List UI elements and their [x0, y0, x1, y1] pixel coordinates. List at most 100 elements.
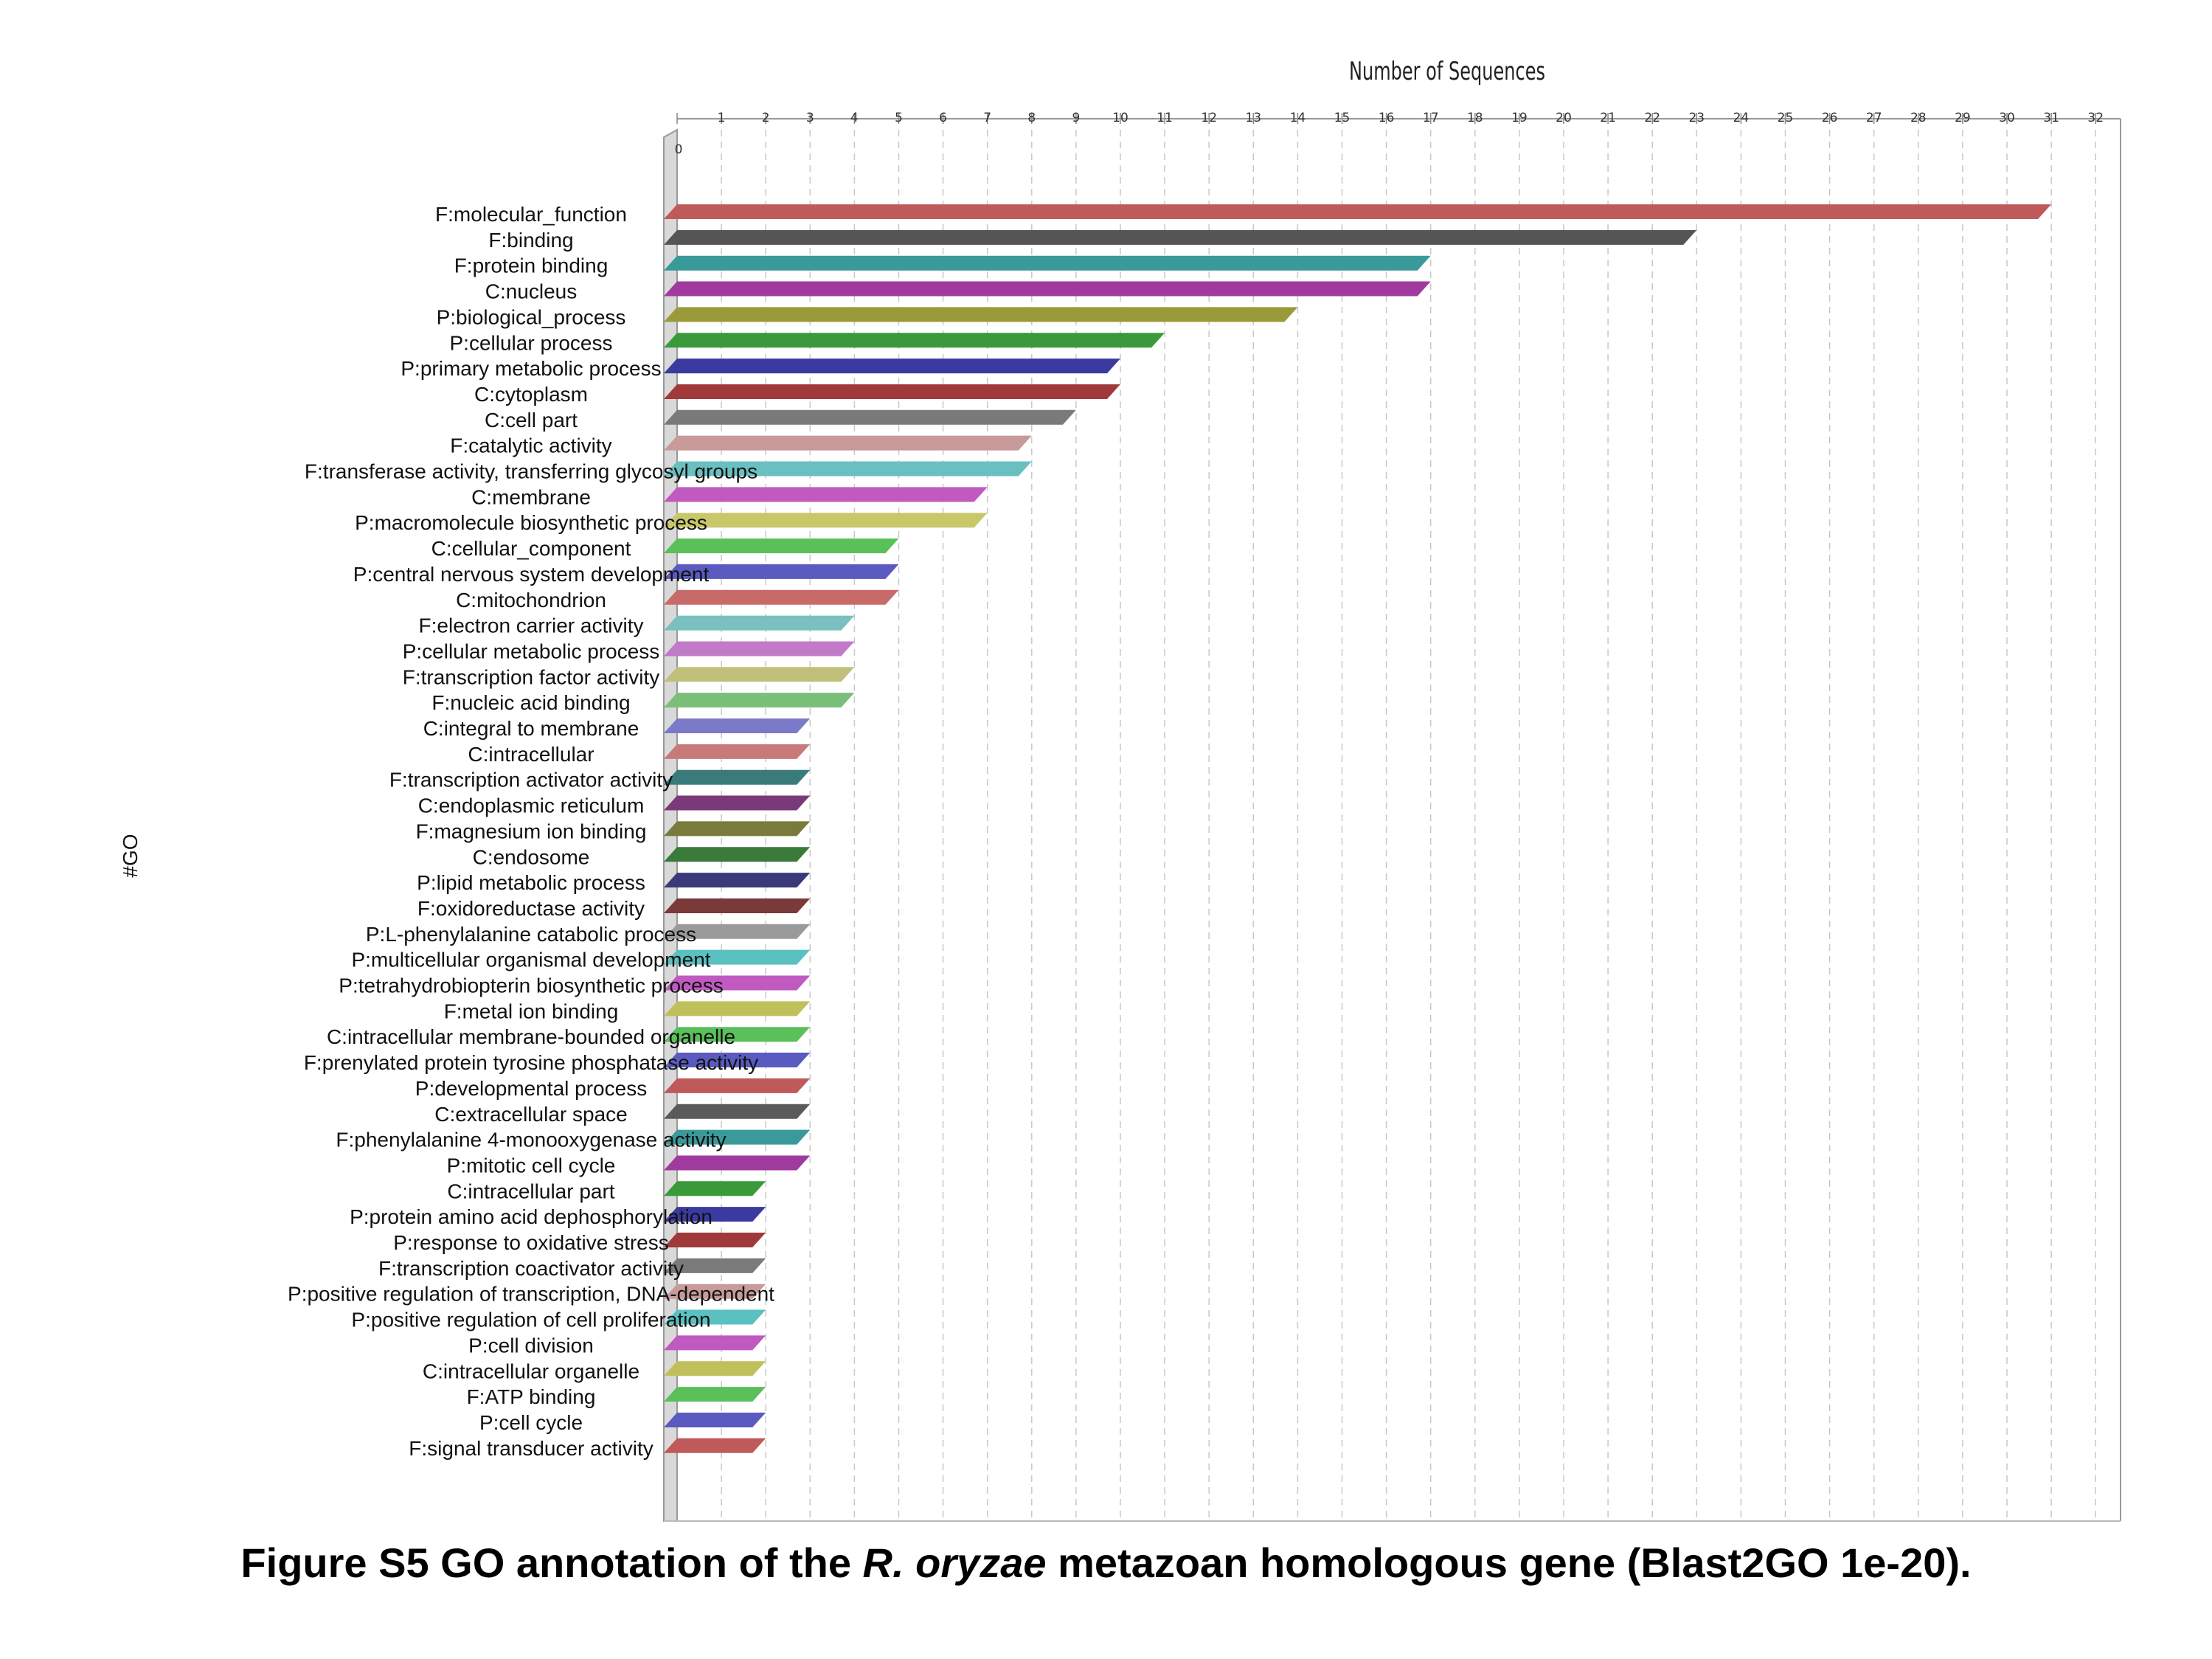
bar — [664, 1335, 766, 1351]
x-tick-label: 7 — [983, 111, 991, 125]
category-label: C:mitochondrion — [456, 589, 606, 612]
bar — [664, 924, 811, 939]
category-label: F:binding — [488, 229, 573, 252]
x-tick-label: 15 — [1334, 111, 1351, 125]
category-label: P:response to oxidative stress — [393, 1231, 669, 1254]
x-tick-label: 3 — [806, 111, 814, 125]
x-tick-label: 21 — [1600, 111, 1616, 125]
bar — [664, 1053, 811, 1068]
x-tick-label: 8 — [1027, 111, 1036, 125]
x-tick-label: 0 — [675, 142, 683, 157]
category-label: F:molecular_function — [435, 203, 627, 226]
category-label: F:oxidoreductase activity — [417, 897, 645, 920]
bar — [664, 975, 811, 991]
bar — [664, 333, 1165, 348]
category-label: P:cellular metabolic process — [403, 640, 660, 662]
bar — [664, 1001, 811, 1016]
bar — [664, 229, 1697, 245]
bar — [664, 1155, 811, 1171]
x-tick-label: 25 — [1778, 111, 1794, 125]
category-label: C:extracellular space — [434, 1103, 627, 1126]
x-tick-label: 14 — [1290, 111, 1306, 125]
bar — [664, 847, 811, 862]
category-label: P:primary metabolic process — [401, 357, 661, 380]
x-tick-label: 5 — [895, 111, 903, 125]
x-tick-label: 24 — [1733, 111, 1750, 125]
bar — [664, 281, 1431, 297]
bar — [664, 513, 988, 528]
category-label: F:metal ion binding — [444, 1000, 619, 1022]
x-tick-label: 32 — [2087, 111, 2104, 125]
bar — [664, 641, 855, 657]
category-label: C:integral to membrane — [423, 717, 639, 740]
bar — [664, 359, 1120, 374]
x-axis: 01 2 3 4 5 6 7 8 9 10 11 12 13 14 15 16 17 18 19 20 21 22 23 24… — [675, 111, 2121, 157]
x-tick-label: 16 — [1379, 111, 1395, 125]
category-label: F:signal transducer activity — [409, 1437, 653, 1460]
bar — [664, 795, 811, 811]
category-label: P:multicellular organismal development — [351, 949, 710, 971]
category-label: F:transferase activity, transferring gly… — [305, 460, 757, 483]
bar — [664, 1027, 811, 1042]
bar — [664, 949, 811, 965]
bar — [664, 409, 1076, 425]
category-label: P:cell cycle — [479, 1411, 583, 1434]
y-axis-title: #GO — [119, 834, 142, 877]
category-label: P:developmental process — [415, 1077, 647, 1100]
bars — [664, 204, 2052, 1453]
bar — [664, 461, 1032, 477]
bar — [664, 821, 811, 837]
x-tick-label: 22 — [1644, 111, 1660, 125]
category-label: F:electron carrier activity — [419, 614, 644, 637]
category-label: F:prenylated protein tyrosine phosphatas… — [304, 1051, 758, 1074]
bar — [664, 255, 1431, 271]
x-tick-label: 1 — [718, 111, 726, 125]
x-tick-label: 18 — [1467, 111, 1483, 125]
category-label: P:cellular process — [450, 331, 613, 354]
category-label: F:phenylalanine 4-monooxygenase activity — [336, 1129, 726, 1151]
bar — [664, 435, 1032, 451]
bar — [664, 1412, 766, 1427]
bar — [664, 744, 811, 759]
category-label: C:intracellular membrane-bounded organel… — [327, 1025, 735, 1048]
bar — [664, 1129, 811, 1145]
bar — [664, 1258, 766, 1273]
x-tick-label: 10 — [1112, 111, 1128, 125]
caption-species: R. oryzae — [862, 1539, 1047, 1586]
category-label: F:magnesium ion binding — [416, 820, 647, 842]
category-label: F:transcription activator activity — [389, 769, 673, 792]
x-axis-title: Number of Sequences — [1349, 57, 1545, 86]
go-bar-chart: 01 2 3 4 5 6 7 8 9 10 11 12 13 14 15 16 17 18 19 20 21 22 23 24… — [119, 57, 2121, 1522]
bar — [664, 1207, 766, 1222]
category-label: P:biological_process — [437, 305, 626, 328]
bar — [664, 564, 899, 579]
bar — [664, 667, 855, 682]
category-label: F:transcription coactivator activity — [378, 1257, 684, 1280]
bar — [664, 204, 2052, 219]
bar — [664, 1309, 766, 1325]
category-label: C:cytoplasm — [474, 383, 588, 406]
category-label: P:central nervous system development — [353, 563, 710, 586]
bar — [664, 615, 855, 631]
category-label: P:macromolecule biosynthetic process — [355, 511, 707, 534]
bar — [664, 873, 811, 888]
category-label: P:L-phenylalanine catabolic process — [366, 923, 696, 946]
x-tick-label: 9 — [1072, 111, 1080, 125]
category-label: C:endosome — [473, 845, 590, 868]
bar — [664, 589, 899, 605]
category-label: C:intracellular part — [447, 1180, 614, 1202]
category-label: P:lipid metabolic process — [417, 871, 645, 894]
bar — [664, 1233, 766, 1247]
caption-suffix: metazoan homologous gene (Blast2GO 1e-20… — [1046, 1539, 1972, 1586]
category-label: P:protein amino acid dephosphorylation — [350, 1205, 713, 1228]
category-label: P:positive regulation of transcription, … — [288, 1283, 774, 1306]
category-label: F:transcription factor activity — [403, 665, 660, 688]
caption-prefix: Figure S5 GO annotation of the — [240, 1539, 863, 1586]
category-label: C:intracellular — [468, 743, 594, 766]
x-tick-label: 31 — [2043, 111, 2059, 125]
bar — [664, 1361, 766, 1376]
x-tick-label: 12 — [1201, 111, 1217, 125]
x-tick-label: 30 — [1999, 111, 2015, 125]
x-tick-label: 17 — [1423, 111, 1439, 125]
bar — [664, 384, 1120, 399]
